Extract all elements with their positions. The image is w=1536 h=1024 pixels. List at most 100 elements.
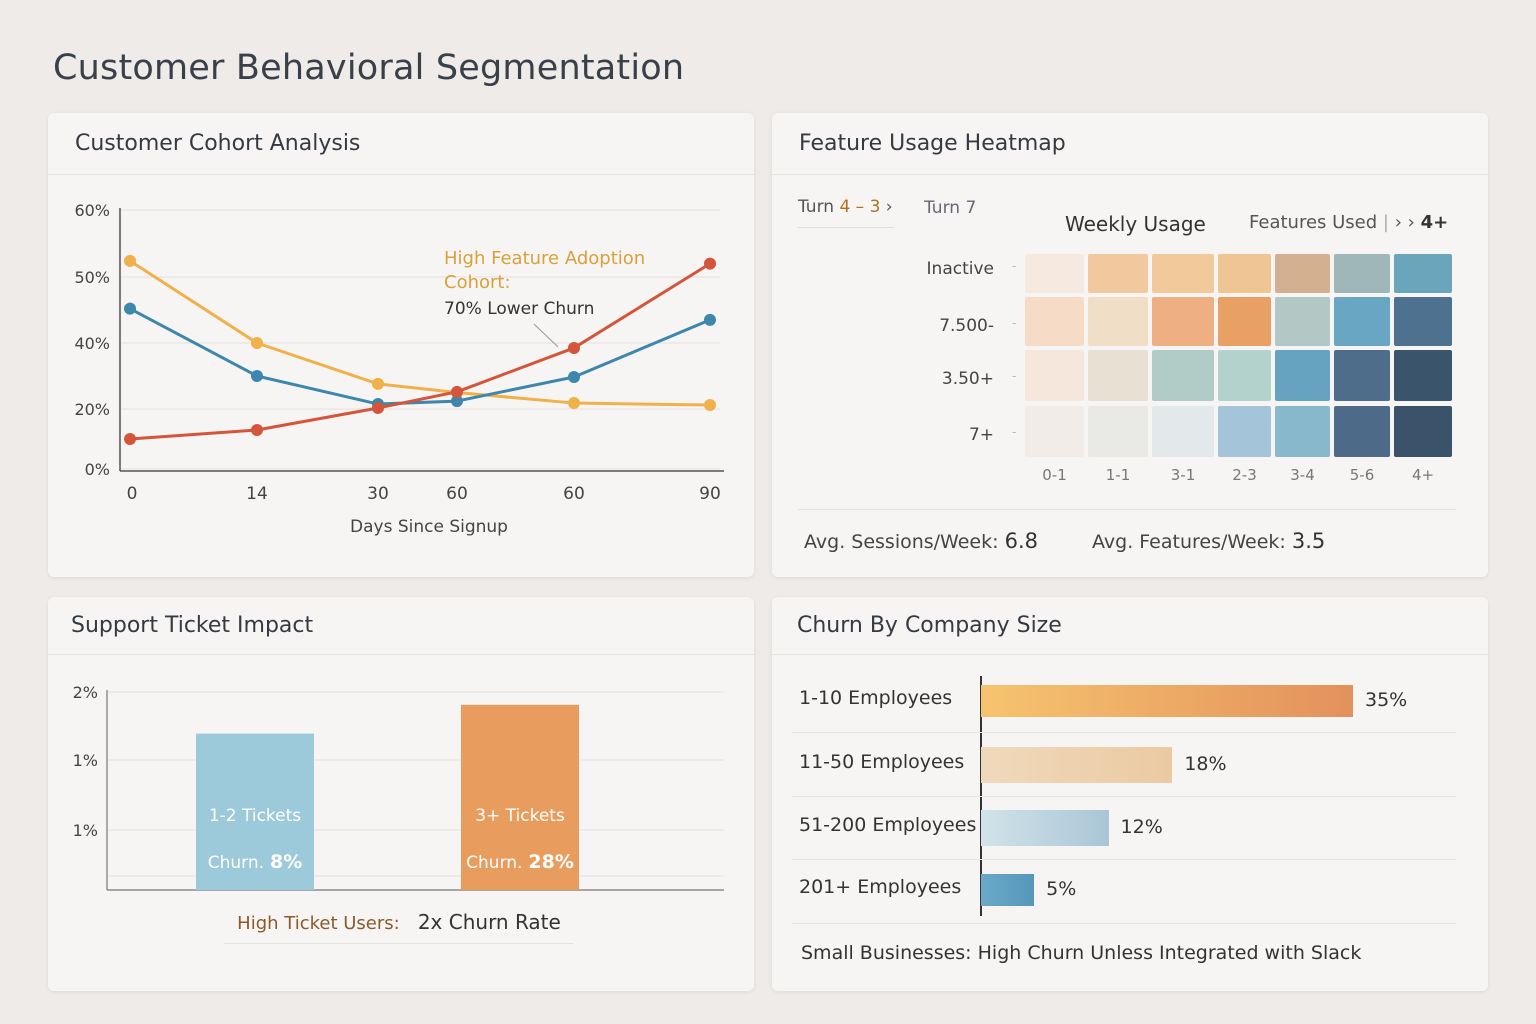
- bar: [981, 685, 1353, 717]
- heatmap-cell: [1088, 406, 1148, 457]
- heatmap-cell: [1152, 406, 1214, 457]
- footer-label: Small Businesses:: [801, 942, 972, 964]
- y-tick-label: 1%: [73, 751, 98, 770]
- row-divider: [792, 732, 1456, 733]
- stat-value: 6.8: [1004, 529, 1038, 553]
- heatmap-cell: [1275, 297, 1330, 346]
- bar-chart: 2% 1% 1% 1-2 Tickets Churn. 8% 3+ Tickets Churn…: [73, 683, 724, 891]
- bar: [981, 747, 1173, 783]
- row-label: 7.500-: [939, 316, 994, 336]
- legend-value: 4+: [1420, 212, 1449, 233]
- support-panel: Support Ticket Impact 2% 1% 1% 1-2 Tickets C…: [48, 597, 754, 991]
- panel-header: Customer Cohort Analysis: [48, 113, 754, 175]
- column-title: Weekly Usage: [1065, 212, 1206, 236]
- legend: Features Used | › › 4+: [1249, 212, 1449, 233]
- data-point: [451, 395, 463, 408]
- stat-sessions: Avg. Sessions/Week: 6.8: [804, 529, 1038, 553]
- churn-value: 28%: [528, 851, 573, 873]
- heatmap-cell: [1025, 254, 1084, 293]
- heatmap-cell: [1275, 350, 1330, 401]
- row-label: Inactive: [926, 259, 994, 279]
- data-point: [568, 341, 580, 354]
- horizontal-bar-chart: 1-10 Employees 35% 11-50 Employees 18% 51-20…: [772, 597, 1488, 991]
- legend-label: Features Used: [1249, 212, 1378, 233]
- y-tick-label: 50%: [74, 268, 110, 287]
- heatmap-cell: [1394, 350, 1452, 401]
- footer-label: High Ticket Users:: [237, 913, 400, 934]
- category-label: 1-10 Employees: [799, 687, 953, 709]
- churn-prefix: Churn.: [208, 853, 264, 873]
- data-point: [704, 257, 716, 270]
- series-line: [129, 259, 711, 407]
- category-label: 11-50 Employees: [799, 751, 965, 773]
- bar: [981, 810, 1109, 846]
- x-tick-label: 30: [367, 484, 389, 504]
- value-label: 18%: [1184, 753, 1227, 775]
- heatmap-cell: [1218, 406, 1271, 457]
- heatmap-cell: [1152, 254, 1214, 293]
- panel-title: Churn By Company Size: [797, 613, 1062, 638]
- value-label: 35%: [1365, 689, 1408, 711]
- company-footer: Small Businesses: High Churn Unless Inte…: [801, 942, 1361, 964]
- data-point: [251, 337, 263, 349]
- row-label: 7+: [968, 425, 994, 445]
- footer-text: High Churn Unless Integrated with Slack: [977, 942, 1362, 964]
- heatmap-cell: [1394, 406, 1452, 457]
- data-point: [124, 433, 136, 445]
- data-point: [372, 377, 384, 390]
- column-label: 0-1: [1042, 466, 1067, 484]
- bar: [461, 704, 579, 890]
- heatmap-cell: [1334, 350, 1390, 401]
- heatmap-cell: [1334, 297, 1390, 346]
- tick-mark: -: [1012, 369, 1017, 383]
- value-label: 5%: [1046, 878, 1077, 900]
- bar-category-label: 1-2 Tickets: [209, 806, 301, 826]
- column-label: 3-4: [1290, 466, 1315, 484]
- y-tick-label: 1%: [73, 821, 98, 840]
- data-point: [251, 424, 263, 436]
- value-label: 12%: [1120, 816, 1163, 838]
- chevron-right-icon: ›: [880, 197, 893, 217]
- stat-label: Avg. Sessions/Week:: [804, 531, 999, 553]
- data-point: [372, 402, 384, 415]
- bar: [981, 874, 1035, 906]
- stat-label: Avg. Features/Week:: [1092, 531, 1286, 553]
- heatmap-cell: [1334, 406, 1390, 457]
- x-tick-label: 0: [127, 484, 138, 504]
- tab-turn-7[interactable]: Turn 7: [924, 198, 977, 218]
- tab-turn-4-3[interactable]: Turn 4 – 3 ›: [798, 197, 894, 228]
- cohort-panel: Customer Cohort Analysis 60% 50% 40% 20% 0% 0…: [48, 113, 754, 577]
- y-tick-label: 20%: [74, 400, 110, 419]
- footer-value: 2x Churn Rate: [417, 910, 561, 934]
- chevron-right-icon: › ›: [1394, 212, 1415, 233]
- heatmap-cell: [1152, 350, 1214, 401]
- data-point: [704, 399, 716, 412]
- data-point: [251, 370, 263, 382]
- tab-label: Turn: [798, 197, 840, 217]
- data-point: [451, 385, 463, 398]
- category-label: 51-200 Employees: [799, 814, 977, 836]
- data-point: [568, 397, 580, 410]
- panel-title: Customer Cohort Analysis: [75, 131, 361, 156]
- row-divider: [792, 859, 1456, 860]
- heatmap-cell: [1088, 297, 1148, 346]
- tab-accent: 4 – 3: [839, 197, 881, 217]
- x-tick-label: 60: [446, 484, 468, 504]
- support-footer: High Ticket Users: 2x Churn Rate: [224, 910, 574, 944]
- y-tick-label: 40%: [74, 334, 110, 353]
- panel-header: Support Ticket Impact: [48, 597, 754, 655]
- heatmap-cell: [1275, 254, 1330, 293]
- heatmap-cell: [1218, 297, 1271, 346]
- x-axis-label: Days Since Signup: [350, 517, 508, 537]
- bar-category-label: 3+ Tickets: [475, 806, 565, 826]
- heatmap-cell: [1394, 254, 1452, 293]
- heatmap-cell: [1394, 297, 1452, 346]
- data-point: [568, 370, 580, 383]
- churn-prefix: Churn.: [466, 853, 522, 873]
- column-label: 3-1: [1170, 466, 1196, 484]
- bar: [196, 733, 314, 890]
- heatmap-panel: Feature Usage Heatmap Turn 4 – 3 › Turn …: [772, 113, 1488, 577]
- tick-mark: -: [1012, 425, 1017, 439]
- panel-title: Support Ticket Impact: [71, 613, 314, 638]
- data-point: [124, 302, 136, 315]
